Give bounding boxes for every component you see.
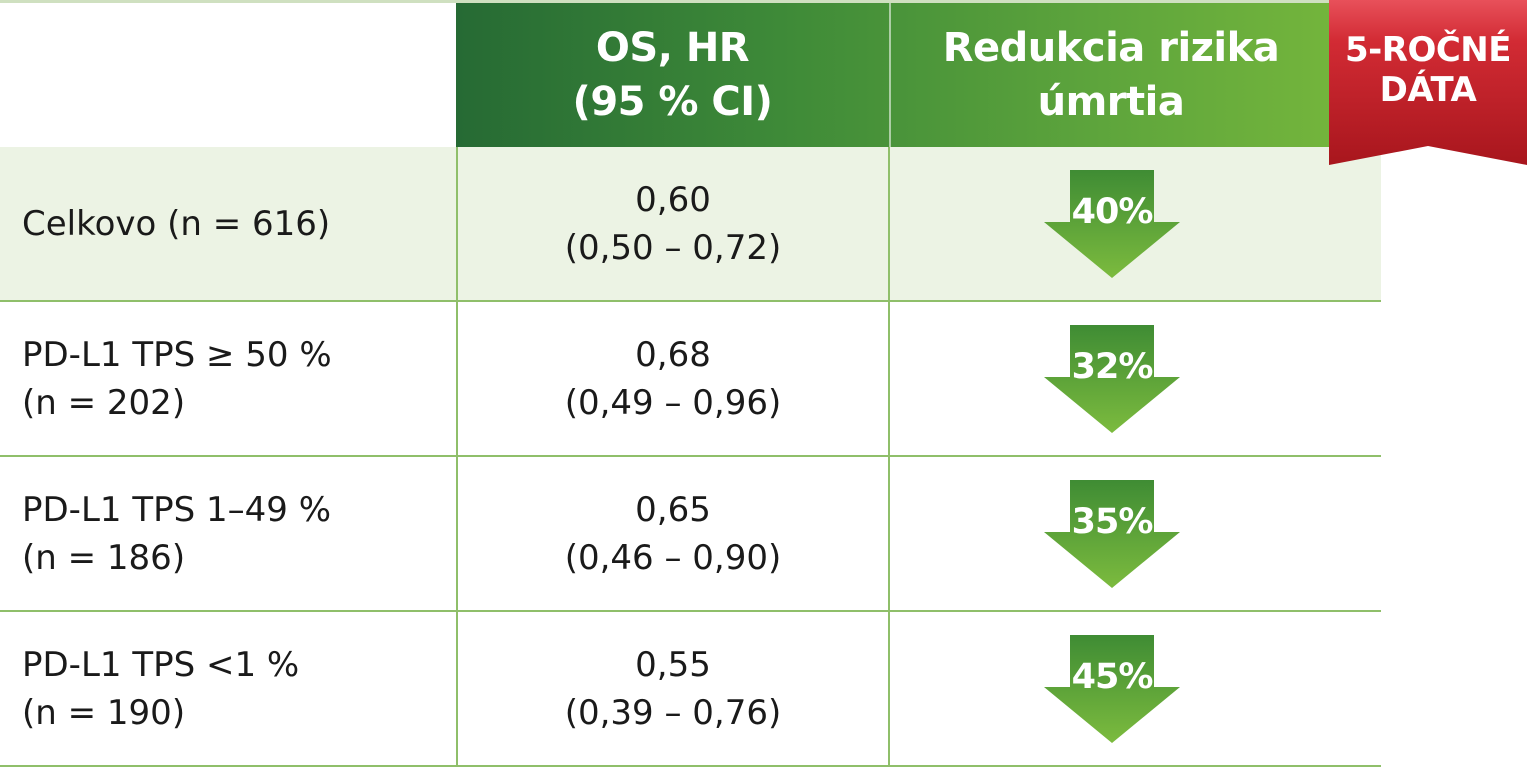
header-background <box>456 3 1381 147</box>
reduction-value: 32% <box>1071 346 1154 387</box>
header-os-hr-line2: (95 % CI) <box>572 79 773 125</box>
down-arrow-icon: 40% <box>1042 169 1182 278</box>
five-year-data-badge: 5-ROČNÉ DÁTA <box>1329 0 1527 165</box>
results-table: OS, HR (95 % CI) Redukcia rizika úmrtia … <box>0 0 1381 767</box>
row-label-line1: Celkovo (n = 616) <box>22 203 331 244</box>
reduction-value: 35% <box>1071 501 1154 542</box>
ci-value: (0,46 – 0,90) <box>564 537 782 578</box>
header-empty-cell <box>0 3 456 147</box>
header-os-hr-line1: OS, HR <box>595 25 750 71</box>
header-risk-reduction-line2: úmrtia <box>1037 79 1185 125</box>
hr-value: 0,65 <box>635 489 711 530</box>
reduction-cell: 35% <box>890 457 1334 610</box>
hr-cell: 0,60 (0,50 – 0,72) <box>456 147 890 300</box>
ci-value: (0,49 – 0,96) <box>564 382 782 423</box>
row-label: PD-L1 TPS 1–49 % (n = 186) <box>0 457 456 610</box>
hr-value: 0,55 <box>635 644 711 685</box>
down-arrow-icon: 45% <box>1042 634 1182 743</box>
header-divider <box>889 3 891 147</box>
row-label-line1: PD-L1 TPS ≥ 50 % <box>22 334 332 375</box>
row-label-line1: PD-L1 TPS 1–49 % <box>22 489 332 530</box>
reduction-cell: 45% <box>890 612 1334 765</box>
badge-line2: DÁTA <box>1379 70 1477 110</box>
row-label: Celkovo (n = 616) <box>0 147 456 300</box>
hr-value: 0,60 <box>635 179 711 220</box>
header-os-hr: OS, HR (95 % CI) <box>456 3 889 147</box>
table-top-border <box>0 0 1381 3</box>
reduction-value: 40% <box>1071 191 1154 232</box>
row-label-line2: (n = 186) <box>22 537 186 578</box>
table-row: PD-L1 TPS ≥ 50 % (n = 202) 0,68 (0,49 – … <box>0 302 1381 457</box>
hr-cell: 0,65 (0,46 – 0,90) <box>456 457 890 610</box>
reduction-value: 45% <box>1071 656 1154 697</box>
badge-line1: 5-ROČNÉ <box>1345 30 1512 70</box>
row-label-line2: (n = 190) <box>22 692 186 733</box>
table-row: PD-L1 TPS <1 % (n = 190) 0,55 (0,39 – 0,… <box>0 612 1381 767</box>
table-row: Celkovo (n = 616) 0,60 (0,50 – 0,72) 40% <box>0 147 1381 302</box>
hr-cell: 0,68 (0,49 – 0,96) <box>456 302 890 455</box>
header-risk-reduction-line1: Redukcia rizika <box>942 25 1280 71</box>
reduction-cell: 32% <box>890 302 1334 455</box>
row-label: PD-L1 TPS <1 % (n = 190) <box>0 612 456 765</box>
row-label-line1: PD-L1 TPS <1 % <box>22 644 300 685</box>
down-arrow-icon: 32% <box>1042 324 1182 433</box>
hr-cell: 0,55 (0,39 – 0,76) <box>456 612 890 765</box>
header-risk-reduction: Redukcia rizika úmrtia <box>891 3 1331 147</box>
ci-value: (0,39 – 0,76) <box>564 692 782 733</box>
ci-value: (0,50 – 0,72) <box>564 227 782 268</box>
reduction-cell: 40% <box>890 147 1334 300</box>
row-label-line2: (n = 202) <box>22 382 186 423</box>
down-arrow-icon: 35% <box>1042 479 1182 588</box>
table-row: PD-L1 TPS 1–49 % (n = 186) 0,65 (0,46 – … <box>0 457 1381 612</box>
row-label: PD-L1 TPS ≥ 50 % (n = 202) <box>0 302 456 455</box>
hr-value: 0,68 <box>635 334 711 375</box>
